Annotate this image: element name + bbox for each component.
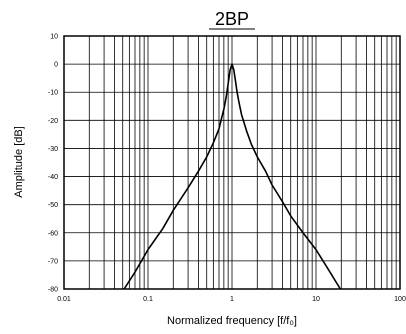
chart-title: 2BP bbox=[215, 9, 249, 29]
x-tick-label: 0.1 bbox=[143, 296, 153, 303]
x-tick-label: 10 bbox=[312, 296, 320, 303]
y-tick-label: -40 bbox=[48, 174, 58, 181]
y-tick-label: 10 bbox=[50, 34, 58, 41]
series-line bbox=[123, 63, 342, 290]
grid bbox=[64, 36, 400, 289]
y-tick-label: -80 bbox=[48, 287, 58, 294]
x-tick-label: 1 bbox=[230, 296, 234, 303]
x-tick-label: 100 bbox=[394, 296, 406, 303]
y-tick-label: -10 bbox=[48, 90, 58, 97]
x-axis-label: Normalized frequency [f/f₀] bbox=[167, 315, 297, 327]
y-tick-label: -30 bbox=[48, 146, 58, 153]
plot-frame bbox=[63, 35, 401, 290]
y-tick-label: -60 bbox=[48, 230, 58, 237]
y-tick-label: -50 bbox=[48, 202, 58, 209]
y-tick-label: 0 bbox=[54, 62, 58, 69]
y-axis-label: Amplitude [dB] bbox=[13, 126, 25, 198]
y-tick-label: -20 bbox=[48, 118, 58, 125]
tick-labels: 100-10-20-30-40-50-60-70-800.01 0.1 1 10 100 bbox=[48, 34, 406, 304]
x-tick-label: 0.01 bbox=[57, 296, 71, 303]
y-tick-label: -70 bbox=[48, 258, 58, 265]
